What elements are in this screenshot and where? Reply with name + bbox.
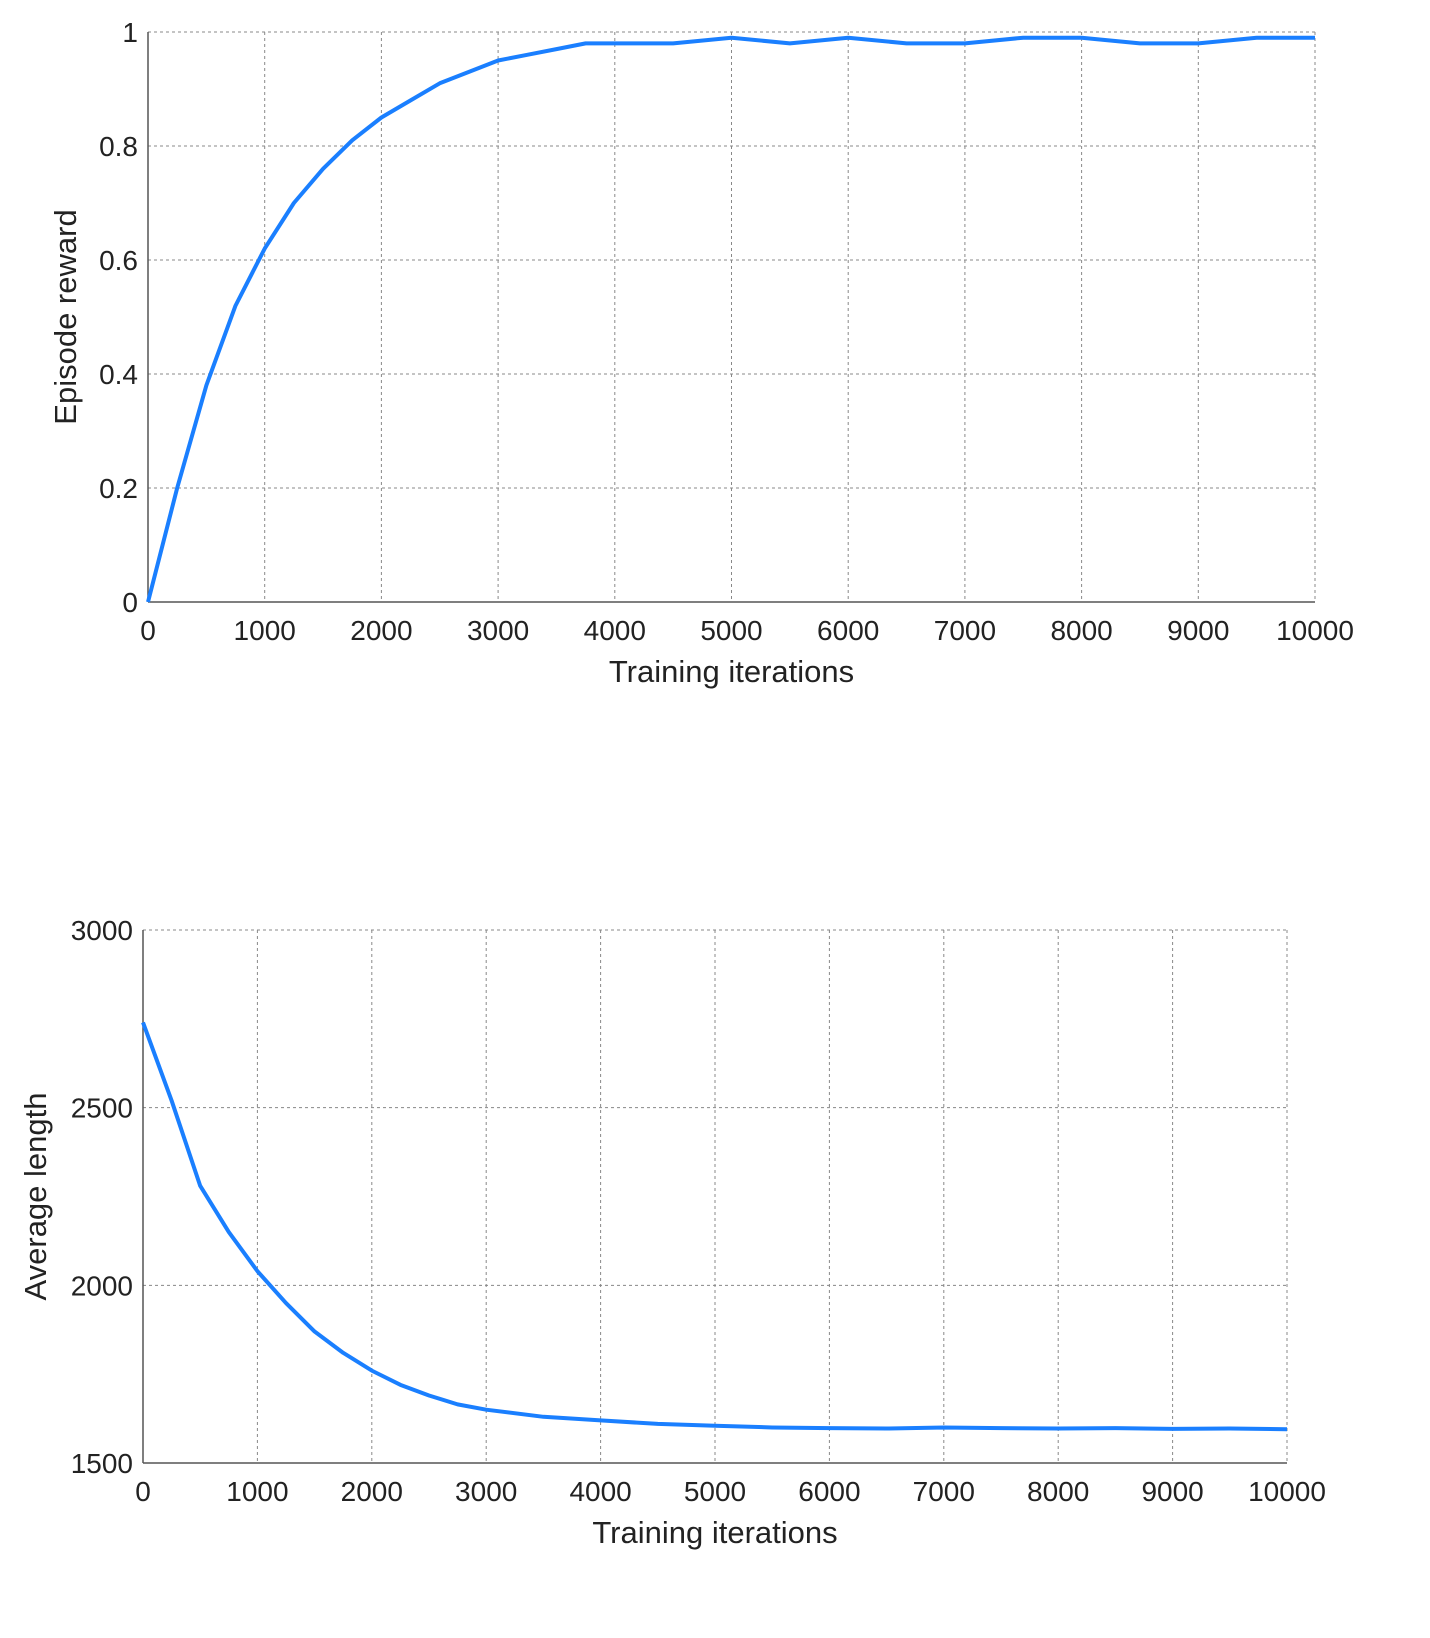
x-tick-label: 1000 [234,615,296,646]
x-axis-label: Training iterations [592,1515,837,1550]
y-tick-label: 1 [122,17,138,48]
y-tick-label: 0.8 [99,131,138,162]
y-axis-label: Episode reward [48,209,83,424]
x-tick-label: 7000 [934,615,996,646]
x-tick-label: 6000 [798,1476,860,1507]
y-tick-label: 0.6 [99,245,138,276]
y-tick-label: 2500 [71,1093,133,1124]
y-tick-label: 0.4 [99,359,138,390]
data-line [141,1021,1288,1432]
y-axis-label: Average length [18,1093,53,1301]
x-tick-label: 1000 [226,1476,288,1507]
x-tick-label: 5000 [700,615,762,646]
x-tick-label: 8000 [1027,1476,1089,1507]
x-axis-label: Training iterations [609,654,854,689]
x-tick-label: 9000 [1141,1476,1203,1507]
y-tick-label: 0.2 [99,473,138,504]
x-tick-label: 10000 [1276,615,1354,646]
x-tick-label: 5000 [684,1476,746,1507]
x-tick-label: 9000 [1167,615,1229,646]
x-tick-label: 4000 [569,1476,631,1507]
x-tick-label: 0 [140,615,156,646]
y-tick-label: 0 [122,587,138,618]
x-tick-label: 3000 [455,1476,517,1507]
x-tick-label: 4000 [584,615,646,646]
x-tick-label: 0 [135,1476,151,1507]
x-tick-label: 2000 [350,615,412,646]
y-tick-label: 3000 [71,915,133,946]
x-tick-label: 7000 [913,1476,975,1507]
y-tick-label: 2000 [71,1270,133,1301]
x-tick-label: 3000 [467,615,529,646]
x-tick-label: 8000 [1050,615,1112,646]
data-line [146,35,1315,603]
x-tick-label: 2000 [341,1476,403,1507]
x-tick-label: 6000 [817,615,879,646]
y-tick-label: 1500 [71,1448,133,1479]
x-tick-label: 10000 [1248,1476,1326,1507]
